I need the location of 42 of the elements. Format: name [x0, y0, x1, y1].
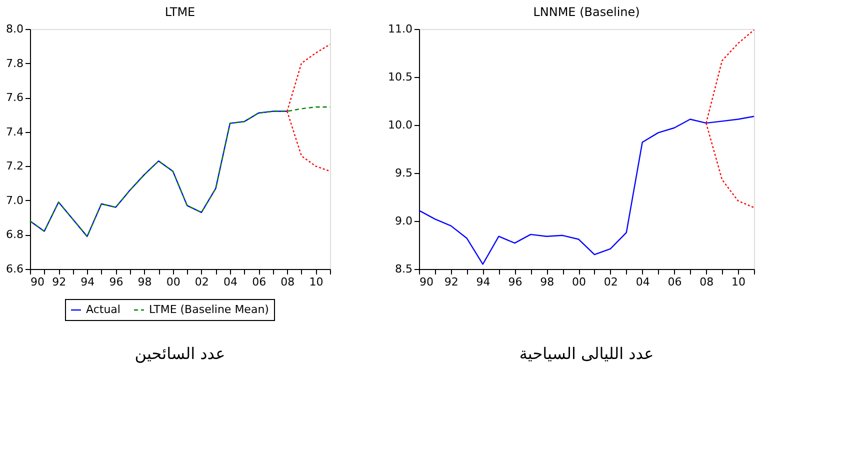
y-tick-label: 7.0: [6, 194, 24, 207]
text: عدد الليالى السياحية: [519, 344, 654, 363]
x-tick-label: 96: [508, 276, 522, 288]
y-tick-label: 10.0: [388, 118, 412, 132]
x-tick-label: 04: [636, 276, 650, 288]
y-tick-label: 6.8: [6, 228, 24, 242]
chart-title: LTME: [164, 5, 196, 19]
x-tick-label: 00: [166, 276, 180, 288]
y-tick-label: 11.0: [388, 22, 412, 36]
x-tick-label: 00: [572, 276, 586, 288]
x-tick-label: 10: [732, 276, 746, 288]
x-tick-label: 90: [420, 276, 434, 288]
chart-title: LNNME (Baseline): [533, 5, 640, 19]
y-tick-label: 9.5: [395, 166, 412, 180]
x-tick-label: 94: [80, 276, 95, 288]
y-tick-label: 9.0: [395, 214, 412, 228]
x-tick-label: 92: [52, 276, 66, 288]
legend-label: LTME (Baseline Mean): [149, 303, 269, 316]
y-tick-label: 10.5: [388, 70, 412, 84]
x-tick-label: 08: [700, 276, 714, 288]
y-tick-label: 7.2: [6, 160, 24, 173]
x-tick-label: 08: [280, 276, 295, 288]
x-tick-label: 02: [604, 276, 618, 288]
x-tick-label: 94: [476, 276, 490, 288]
x-tick-label: 96: [109, 276, 124, 288]
x-tick-label: 98: [540, 276, 554, 288]
x-tick-label: 98: [138, 276, 152, 288]
x-tick-label: 06: [668, 276, 682, 288]
x-tick-label: 90: [30, 276, 44, 288]
y-tick-label: 7.8: [6, 56, 24, 70]
y-tick-label: 8.5: [395, 262, 412, 276]
legend-label: Actual: [86, 303, 120, 316]
x-tick-label: 06: [252, 276, 266, 288]
y-tick-label: 7.6: [6, 91, 24, 104]
x-tick-label: 04: [224, 276, 238, 288]
x-tick-label: 92: [444, 276, 458, 288]
x-tick-label: 10: [309, 276, 324, 288]
y-tick-label: 6.6: [6, 262, 24, 276]
y-tick-label: 8.0: [6, 22, 24, 36]
text: عدد السائحين: [134, 344, 226, 363]
y-tick-label: 7.4: [6, 125, 24, 138]
x-tick-label: 02: [194, 276, 209, 288]
